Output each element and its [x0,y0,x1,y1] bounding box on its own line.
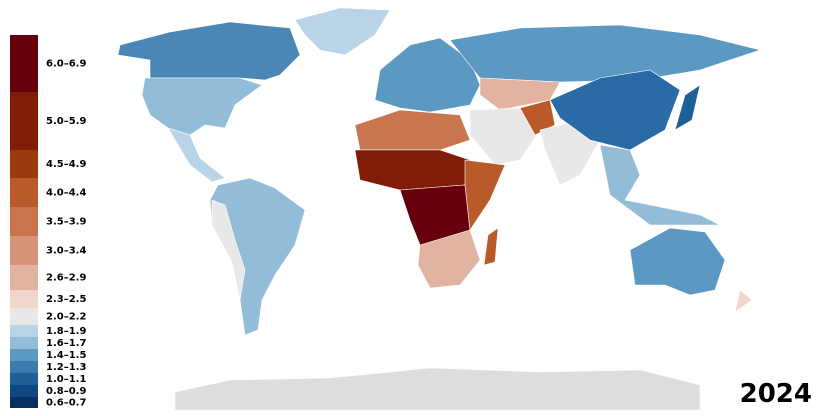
legend-swatch [10,373,38,385]
new-zealand [734,289,753,313]
legend-swatch [10,236,38,265]
afghanistan [519,99,556,136]
legend-label: 5.0–5.9 [46,116,86,127]
legend-swatch [10,361,38,373]
legend-label: 2.6–2.9 [46,273,86,284]
russia [449,24,762,83]
antarctica [174,367,701,411]
legend-swatch [10,337,38,349]
sahel [354,149,471,191]
canada [117,21,301,81]
legend-label: 6.0–6.9 [46,59,86,70]
legend-label: 0.6–0.7 [46,398,86,409]
legend: 6.0–6.9 5.0–5.9 4.5–4.9 4.0–4.4 3.5–3.9 3.0–3… [10,35,86,409]
year-label: 2024 [740,379,812,409]
south-america [209,177,306,336]
legend-swatch [10,397,38,408]
andes [211,199,246,301]
legend-label: 4.5–4.9 [46,159,86,170]
legend-swatch [10,178,38,207]
legend-swatch [10,150,38,178]
legend-label: 1.8–1.9 [46,326,86,337]
legend-swatch [10,290,38,308]
japan [674,84,701,131]
legend-label: 3.5–3.9 [46,217,86,228]
legend-label: 2.0–2.2 [46,312,86,323]
australia [629,227,726,296]
legend-label: 1.0–1.1 [46,374,86,385]
legend-swatch [10,207,38,236]
legend-swatch [10,349,38,361]
north-africa [354,109,471,151]
legend-label: 1.4–1.5 [46,350,86,361]
legend-swatch [10,385,38,397]
madagascar [483,227,499,266]
legend-swatch [10,92,38,150]
east-africa [464,159,506,231]
legend-swatch [10,35,38,92]
europe [374,37,481,113]
legend-swatch [10,325,38,337]
southern-africa [417,229,481,289]
legend-label: 3.0–3.4 [46,246,86,257]
legend-swatch [10,308,38,325]
legend-label: 4.0–4.4 [46,188,86,199]
greenland [294,7,391,56]
legend-swatch [10,265,38,290]
central-asia [479,77,561,111]
china [549,69,681,151]
usa [141,77,263,136]
world-map [117,7,762,411]
mexico-central-america [167,127,226,183]
southeast-asia [599,144,721,226]
legend-label: 0.8–0.9 [46,386,86,397]
legend-label: 1.2–1.3 [46,362,86,373]
legend-label: 1.6–1.7 [46,338,86,349]
legend-label: 2.3–2.5 [46,294,86,305]
